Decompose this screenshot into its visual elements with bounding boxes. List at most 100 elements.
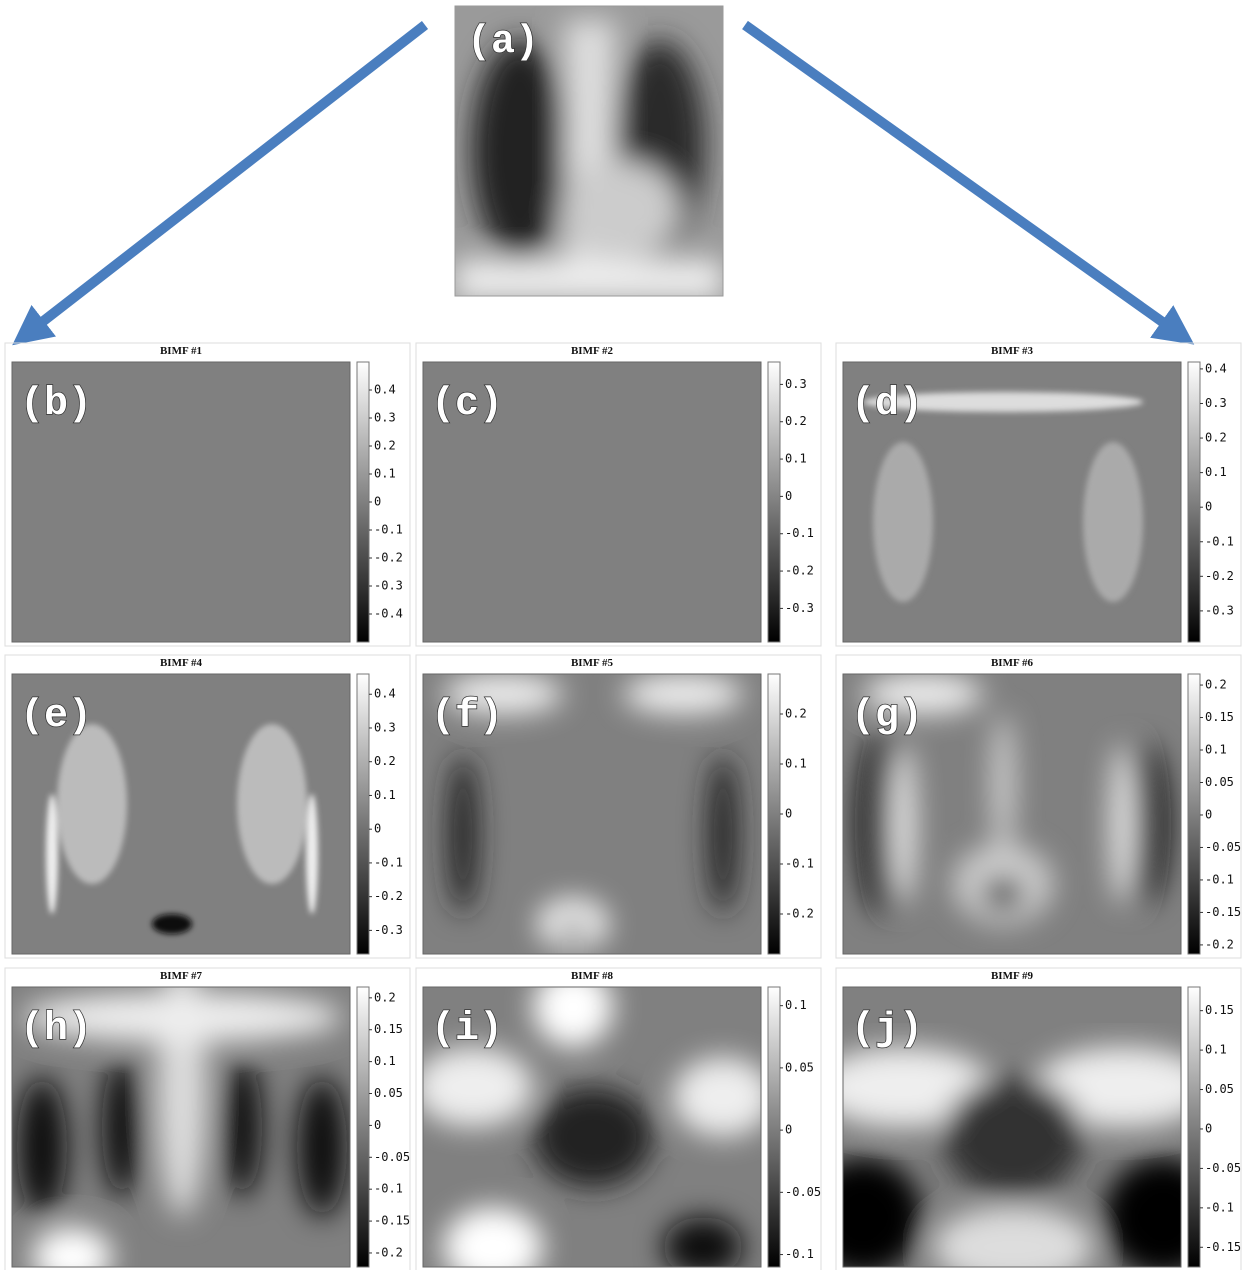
image-blob (708, 754, 738, 914)
colorbar-tick-label: -0.15 (1205, 1240, 1241, 1254)
colorbar (768, 674, 780, 954)
colorbar-tick-label: 0.2 (374, 439, 396, 453)
colorbar (1188, 362, 1200, 642)
image-blob (413, 1047, 533, 1127)
colorbar-tick-label: 0.1 (785, 452, 807, 466)
image-blob (993, 714, 1013, 854)
colorbar-tick-label: 0.1 (785, 757, 807, 771)
colorbar-tick-label: -0.1 (785, 857, 814, 871)
colorbar-tick-label: -0.2 (1205, 569, 1234, 583)
panel-title: BIMF #2 (571, 345, 614, 357)
colorbar-tick-label: 0.4 (374, 687, 396, 701)
figure: (a) BIMF #1 (b) 0.4 0.3 0.2 0.1 0 -0.1 -0.2 -0.3 -… (0, 0, 1250, 1270)
colorbar-tick-label: -0.05 (374, 1150, 410, 1164)
colorbar-tick-label: 0.15 (1205, 1003, 1234, 1017)
image-blob (891, 744, 915, 904)
panel-label: (j) (851, 1007, 923, 1052)
colorbar-tick-label: -0.2 (374, 889, 403, 903)
colorbar-tick-label: -0.1 (1205, 872, 1234, 886)
image-blob (222, 1057, 262, 1197)
colorbar (357, 674, 369, 954)
colorbar-tick-label: -0.05 (1205, 1161, 1241, 1175)
colorbar-tick-label: -0.15 (1205, 905, 1241, 919)
image-blob (673, 1057, 773, 1137)
bimf-image (12, 957, 350, 1270)
colorbar-tick-label: 0 (374, 822, 381, 836)
panel-label: (d) (851, 382, 923, 427)
image-texture (803, 1047, 1223, 1270)
colorbar (768, 987, 780, 1267)
panel-label: (h) (20, 1007, 92, 1052)
panel-label: (a) (467, 20, 539, 65)
colorbar-tick-label: 0.3 (374, 411, 396, 425)
colorbar-tick-label: 0.1 (374, 467, 396, 481)
image-blob (297, 1077, 347, 1217)
colorbar-tick-label: -0.3 (374, 579, 403, 593)
colorbar-tick-label: 0.15 (1205, 710, 1234, 724)
colorbar (357, 362, 369, 642)
colorbar-tick-label: 0 (785, 1123, 792, 1137)
colorbar (768, 362, 780, 642)
colorbar-tick-label: -0.3 (785, 601, 814, 615)
colorbar-tick-label: 0 (785, 807, 792, 821)
colorbar-tick-label: 0.1 (785, 998, 807, 1012)
colorbar-tick-label: -0.1 (1205, 534, 1234, 548)
colorbar-tick-label: 0.3 (785, 377, 807, 391)
image-blob (1111, 744, 1135, 904)
colorbar-tick-label: 0.05 (374, 1086, 403, 1100)
panel-title: BIMF #6 (991, 657, 1034, 669)
colorbar-tick-label: -0.1 (374, 523, 403, 537)
colorbar-tick-label: 0.05 (1205, 1082, 1234, 1096)
colorbar (357, 987, 369, 1267)
colorbar-tick-label: 0.3 (1205, 396, 1227, 410)
panel-title: BIMF #5 (571, 657, 614, 669)
image-blob (17, 1077, 67, 1217)
colorbar-tick-label: -0.2 (374, 1245, 403, 1259)
panel-title: BIMF #9 (991, 970, 1034, 982)
colorbar-tick-label: -0.1 (785, 1247, 814, 1261)
colorbar-tick-label: -0.1 (374, 855, 403, 869)
panel-title: BIMF #3 (991, 345, 1034, 357)
image-blob (448, 754, 478, 914)
colorbar-tick-label: 0.4 (374, 383, 396, 397)
colorbar-tick-label: 0.3 (374, 720, 396, 734)
colorbar-tick-label: 0.2 (785, 707, 807, 721)
image-blob (623, 674, 743, 714)
colorbar-tick-label: 0.1 (374, 1054, 396, 1068)
colorbar-tick-label: -0.05 (1205, 840, 1241, 854)
colorbar-tick-label: 0 (785, 489, 792, 503)
image-blob (237, 724, 307, 884)
image-blob (558, 919, 588, 939)
colorbar-tick-label: -0.05 (785, 1185, 821, 1199)
panel-title: BIMF #7 (160, 970, 203, 982)
colorbar-tick-label: 0.1 (1205, 743, 1227, 757)
image-blob (46, 794, 58, 914)
panel-label: (f) (431, 694, 503, 739)
image-blob (983, 879, 1023, 909)
colorbar-tick-label: -0.2 (1205, 937, 1234, 951)
panel-label: (e) (20, 694, 92, 739)
colorbar-tick-label: 0.1 (1205, 1043, 1227, 1057)
colorbar-tick-label: 0.05 (1205, 775, 1234, 789)
colorbar-tick-label: 0 (374, 495, 381, 509)
image-blob (102, 1057, 142, 1197)
arrow (28, 25, 425, 333)
colorbar-tick-label: -0.15 (374, 1214, 410, 1228)
colorbar-tick-label: 0.2 (374, 754, 396, 768)
panel-title: BIMF #1 (160, 345, 202, 357)
image-blob (1083, 442, 1143, 602)
image-blob (57, 724, 127, 884)
colorbar-tick-label: -0.1 (1205, 1200, 1234, 1214)
colorbar-tick-label: 0.1 (1205, 465, 1227, 479)
colorbar-tick-label: -0.2 (785, 907, 814, 921)
image-blob (873, 442, 933, 602)
colorbar-tick-label: 0.2 (785, 414, 807, 428)
panel-label: (b) (20, 382, 92, 427)
image-blob (533, 1087, 653, 1187)
colorbar-tick-label: -0.1 (374, 1182, 403, 1196)
colorbar (1188, 674, 1200, 954)
colorbar-tick-label: -0.2 (785, 564, 814, 578)
image-blob (152, 914, 192, 934)
colorbar-tick-label: 0.2 (374, 990, 396, 1004)
colorbar-tick-label: -0.4 (374, 607, 403, 621)
